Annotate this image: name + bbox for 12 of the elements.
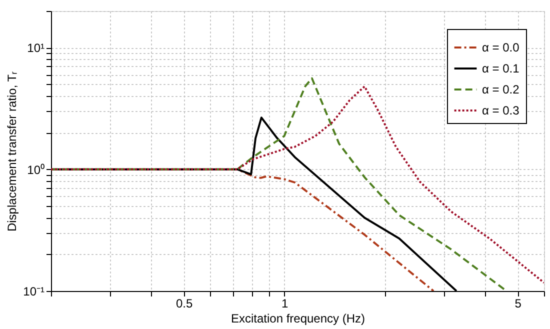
legend-label: α = 0.1	[482, 62, 520, 76]
y-tick-label: 10⁻¹	[23, 284, 45, 298]
x-tick-label: 5	[514, 296, 522, 310]
x-tick-label: 0.5	[176, 296, 193, 310]
legend-label: α = 0.2	[482, 82, 520, 96]
y-tick-label: 10¹	[27, 41, 45, 56]
y-tick-label: 10⁰	[27, 162, 44, 177]
legend-label: α = 0.0	[482, 40, 520, 54]
x-tick-label: 1	[281, 296, 288, 310]
y-axis-title: Displacement transfer ratio, Tᵣ	[5, 71, 20, 232]
legend-label: α = 0.3	[482, 104, 520, 118]
x-axis-title: Excitation frequency (Hz)	[230, 312, 366, 326]
